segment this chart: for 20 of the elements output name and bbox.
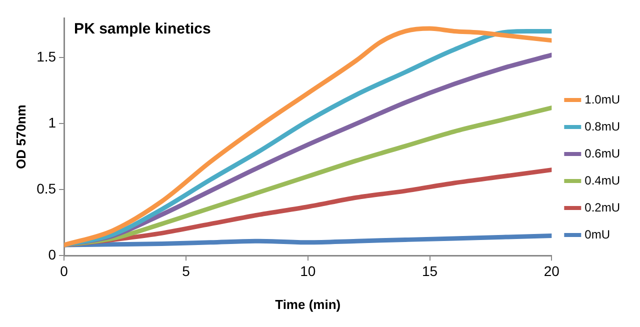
- x-tick-label: 15: [422, 262, 438, 279]
- legend-label: 0mU: [584, 227, 610, 242]
- x-tick-label: 5: [182, 262, 190, 279]
- y-tick-label: 1.5: [36, 48, 56, 64]
- line-series: [64, 106, 552, 248]
- legend-label: 1.0mU: [584, 92, 620, 106]
- y-tick-label: 0: [48, 246, 56, 262]
- legend-label: 0.6mU: [584, 146, 620, 160]
- x-tick-label: 10: [300, 262, 316, 279]
- y-tick-label: 1: [48, 114, 56, 130]
- x-axis-title: Time (min): [275, 296, 341, 312]
- x-tick-label: 0: [60, 262, 68, 279]
- legend-label: 0.8mU: [584, 119, 620, 134]
- x-tick-label: 20: [544, 262, 560, 279]
- y-axis-title: OD 570nm: [13, 104, 28, 169]
- legend-label: 0.2mU: [584, 200, 620, 214]
- legend-label: 0.4mU: [584, 173, 620, 188]
- line-series: [64, 234, 552, 248]
- y-tick-label: 0.5: [36, 180, 56, 196]
- chart-title: PK sample kinetics: [74, 20, 211, 38]
